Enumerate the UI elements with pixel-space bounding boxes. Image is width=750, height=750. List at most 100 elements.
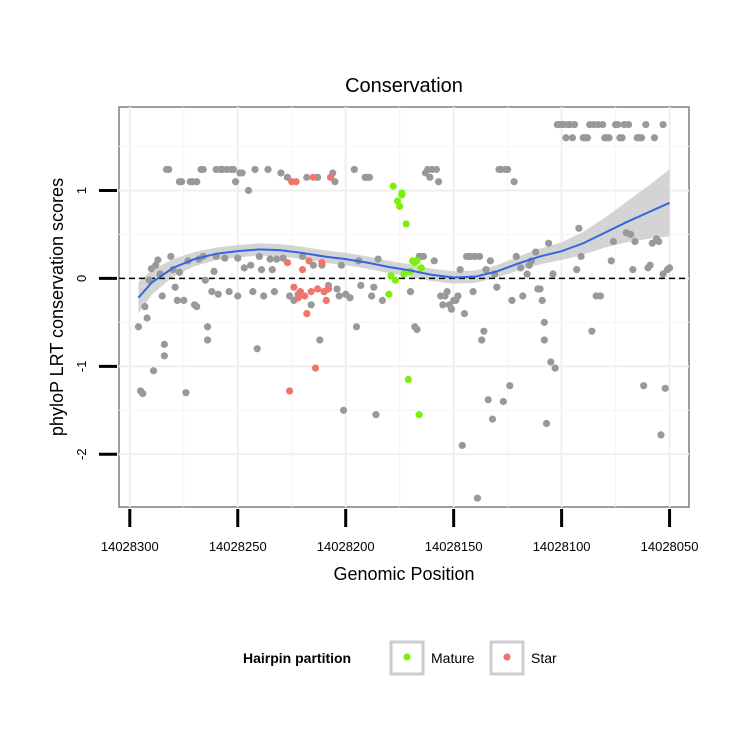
point-other bbox=[551, 364, 559, 372]
point-other bbox=[506, 382, 514, 390]
point-other bbox=[368, 292, 376, 300]
chart-title: Conservation bbox=[345, 75, 463, 97]
point-other bbox=[609, 237, 618, 246]
point-other bbox=[478, 336, 486, 344]
point-other bbox=[614, 120, 622, 129]
point-other bbox=[372, 411, 380, 419]
point-other bbox=[542, 419, 551, 428]
point-other bbox=[642, 120, 650, 129]
point-mature bbox=[387, 272, 395, 280]
point-other bbox=[484, 396, 492, 404]
y-tick-label: 1 bbox=[74, 187, 89, 194]
point-other bbox=[640, 382, 648, 390]
point-other bbox=[193, 178, 201, 186]
point-star bbox=[318, 259, 326, 267]
point-other bbox=[303, 173, 311, 181]
point-other bbox=[629, 266, 637, 274]
point-other bbox=[545, 239, 553, 247]
point-other bbox=[650, 134, 659, 142]
point-star bbox=[309, 173, 317, 181]
point-other bbox=[234, 292, 242, 300]
point-other bbox=[178, 178, 186, 186]
point-other bbox=[627, 230, 635, 239]
point-other bbox=[273, 255, 281, 263]
point-star bbox=[298, 266, 307, 274]
point-other bbox=[473, 494, 482, 502]
point-other bbox=[488, 415, 497, 423]
point-other bbox=[508, 296, 516, 305]
point-other bbox=[504, 165, 512, 174]
point-other bbox=[406, 288, 415, 296]
point-other bbox=[335, 292, 343, 300]
point-star bbox=[314, 285, 322, 293]
point-other bbox=[231, 178, 240, 186]
point-other bbox=[229, 165, 238, 174]
point-other bbox=[573, 266, 581, 274]
x-tick-label: 14028200 bbox=[317, 539, 375, 554]
y-tick-label: -2 bbox=[74, 448, 89, 460]
legend: Hairpin partition Mature Star bbox=[243, 640, 557, 676]
point-other bbox=[247, 261, 255, 269]
point-other bbox=[249, 288, 257, 296]
point-other bbox=[171, 283, 179, 291]
point-other bbox=[454, 292, 462, 300]
point-other bbox=[279, 254, 287, 262]
point-other bbox=[240, 264, 248, 272]
point-other bbox=[210, 267, 218, 275]
point-other bbox=[469, 288, 477, 296]
point-other bbox=[482, 266, 490, 274]
point-other bbox=[316, 336, 324, 344]
point-other bbox=[659, 270, 667, 278]
point-mature bbox=[417, 264, 425, 272]
point-other bbox=[549, 270, 557, 278]
point-star bbox=[324, 285, 333, 293]
point-other bbox=[264, 165, 272, 174]
point-other bbox=[540, 318, 548, 326]
point-other bbox=[277, 169, 285, 177]
point-other bbox=[370, 283, 378, 291]
point-other bbox=[346, 294, 354, 302]
point-star bbox=[294, 294, 302, 302]
point-other bbox=[283, 173, 292, 181]
point-other bbox=[298, 252, 307, 261]
point-mature bbox=[402, 220, 410, 228]
point-other bbox=[374, 255, 382, 263]
point-other bbox=[460, 309, 469, 318]
point-star bbox=[283, 259, 292, 267]
point-other bbox=[221, 254, 229, 262]
point-other bbox=[618, 134, 626, 142]
point-other bbox=[158, 292, 166, 300]
point-mature bbox=[413, 257, 421, 265]
point-other bbox=[244, 186, 253, 195]
point-other bbox=[413, 325, 421, 334]
point-other bbox=[486, 257, 494, 265]
point-other bbox=[238, 169, 246, 177]
point-other bbox=[160, 340, 168, 348]
point-other bbox=[540, 336, 548, 344]
y-tick-label: -1 bbox=[74, 361, 89, 373]
data-points bbox=[134, 120, 674, 502]
legend-key-mature bbox=[389, 640, 425, 676]
point-other bbox=[268, 266, 276, 274]
point-other bbox=[149, 367, 158, 375]
legend-title: Hairpin partition bbox=[243, 650, 351, 666]
point-star bbox=[292, 178, 300, 186]
point-other bbox=[430, 257, 438, 265]
point-other bbox=[577, 252, 585, 261]
point-mature bbox=[404, 375, 412, 384]
legend-label-star: Star bbox=[531, 650, 557, 666]
point-mature bbox=[389, 182, 397, 190]
point-other bbox=[255, 252, 263, 261]
point-other bbox=[182, 389, 190, 397]
point-other bbox=[201, 276, 209, 284]
point-other bbox=[637, 134, 646, 142]
point-other bbox=[605, 134, 613, 142]
point-other bbox=[266, 255, 274, 263]
point-other bbox=[203, 336, 212, 344]
point-other bbox=[599, 120, 607, 129]
point-other bbox=[160, 352, 168, 360]
y-axis-label: phyloP LRT conservation scores bbox=[47, 178, 67, 436]
x-tick-label: 14028250 bbox=[209, 539, 267, 554]
point-other bbox=[307, 301, 315, 309]
point-other bbox=[214, 290, 222, 298]
